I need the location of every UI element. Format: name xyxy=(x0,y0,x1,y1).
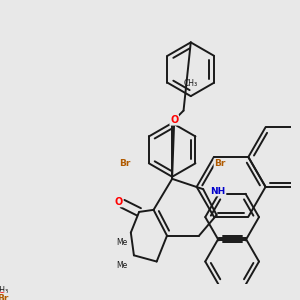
Text: Br: Br xyxy=(214,159,225,168)
Text: NH: NH xyxy=(210,187,226,196)
Text: Br: Br xyxy=(119,159,130,168)
Text: O: O xyxy=(0,292,6,300)
Text: Br: Br xyxy=(0,294,6,300)
Text: O: O xyxy=(170,115,178,125)
Text: O: O xyxy=(114,196,122,207)
Text: Br: Br xyxy=(0,294,8,300)
Text: CH₃: CH₃ xyxy=(0,286,9,295)
Text: Me: Me xyxy=(116,260,128,269)
Text: Me: Me xyxy=(116,238,128,247)
Text: CH₃: CH₃ xyxy=(184,79,198,88)
